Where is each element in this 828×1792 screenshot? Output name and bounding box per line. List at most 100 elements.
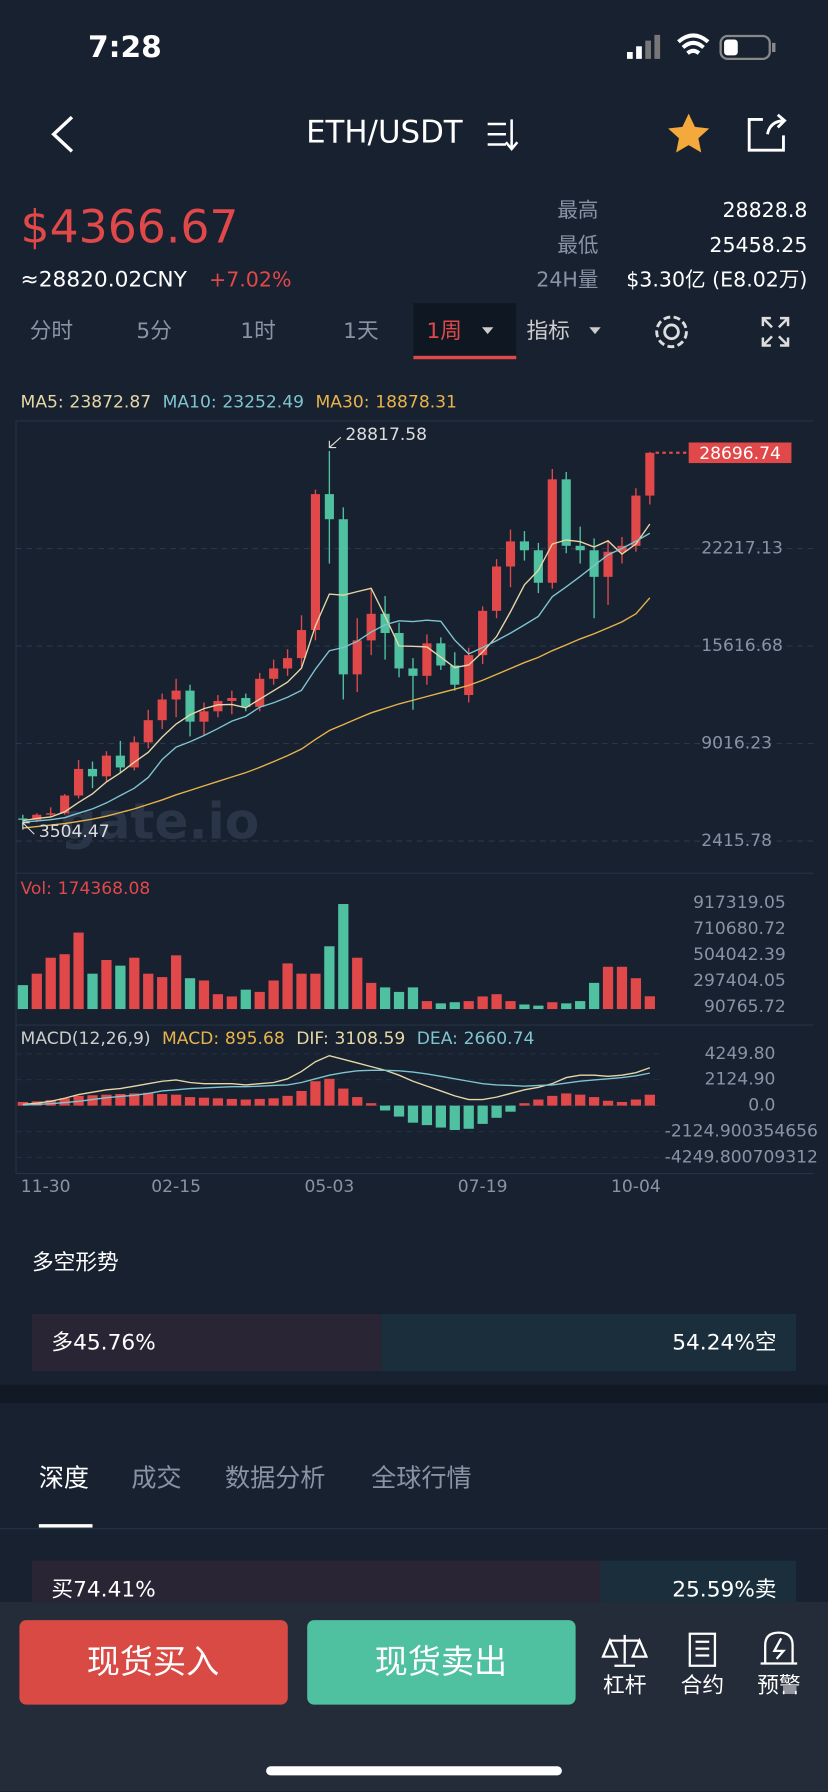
volume-bar bbox=[254, 991, 265, 1010]
macd-bar bbox=[115, 1094, 126, 1106]
interval-tab[interactable]: 5分 bbox=[136, 319, 172, 344]
legend: MACD(12,26,9) MACD: 895.68 DIF: 3108.59 DEA: 2… bbox=[21, 1029, 535, 1049]
contract-icon[interactable] bbox=[688, 1632, 717, 1667]
volume-bar bbox=[421, 1001, 433, 1010]
candle-body bbox=[645, 452, 655, 496]
candle-body bbox=[324, 494, 334, 520]
macd-bar bbox=[588, 1097, 600, 1106]
candle-body bbox=[561, 479, 571, 546]
y-tick-label: 0.0 bbox=[748, 1096, 775, 1116]
buy-button[interactable] bbox=[19, 1620, 288, 1705]
clock: 7:28 bbox=[88, 30, 162, 65]
candle-body bbox=[74, 768, 84, 796]
interval-tab[interactable]: 1天 bbox=[343, 319, 379, 344]
candle-body bbox=[60, 795, 70, 814]
favorite-star[interactable] bbox=[668, 113, 710, 153]
indicator-tab[interactable]: 指标 bbox=[526, 319, 569, 344]
volume-bar bbox=[547, 1002, 558, 1010]
candle-body bbox=[157, 699, 167, 721]
settings-icon[interactable] bbox=[655, 315, 688, 349]
tool-label[interactable]: 合约 bbox=[681, 1673, 724, 1698]
volume-bar bbox=[240, 989, 251, 1010]
tab[interactable]: 数据分析 bbox=[225, 1464, 325, 1493]
leverage-icon[interactable] bbox=[601, 1634, 649, 1667]
volume-bar bbox=[45, 957, 56, 1010]
volume-bar bbox=[324, 946, 335, 1010]
change: +7.02% bbox=[209, 267, 292, 291]
alert-icon[interactable] bbox=[760, 1631, 798, 1665]
y-tick-label: 504042.39 bbox=[693, 945, 786, 965]
candle-body bbox=[547, 479, 557, 583]
candle-body bbox=[101, 755, 112, 777]
volume-bar bbox=[59, 954, 70, 1010]
volume-bar bbox=[129, 957, 140, 1010]
tool-label[interactable]: 预警 bbox=[757, 1673, 800, 1698]
volume-bar bbox=[170, 955, 182, 1010]
home-indicator bbox=[266, 1766, 562, 1776]
volume-bar bbox=[407, 987, 419, 1010]
y-tick-label: -4249.800709312 bbox=[665, 1147, 818, 1167]
macd-bar bbox=[421, 1105, 433, 1126]
tab[interactable]: 成交 bbox=[131, 1464, 181, 1493]
tab[interactable]: 全球行情 bbox=[371, 1464, 471, 1493]
candle-body bbox=[46, 813, 56, 815]
macd-bar bbox=[602, 1100, 614, 1106]
sell-button[interactable] bbox=[307, 1620, 576, 1705]
macd-bar bbox=[129, 1093, 140, 1106]
macd-bar bbox=[379, 1105, 391, 1111]
candle-body bbox=[422, 643, 432, 676]
volume-bar bbox=[533, 1005, 544, 1010]
volume-bar bbox=[449, 1002, 460, 1010]
candle-body bbox=[87, 768, 98, 777]
interval-tab[interactable]: 1时 bbox=[240, 319, 276, 344]
last-price-tag bbox=[688, 442, 792, 464]
tab[interactable]: 深度 bbox=[39, 1464, 89, 1493]
x-tick-label: 10-04 bbox=[611, 1177, 661, 1197]
y-tick-label: 917319.05 bbox=[693, 893, 786, 913]
y-tick-label: 4249.80 bbox=[705, 1044, 776, 1064]
pair-title[interactable]: ETH/USDT bbox=[306, 115, 463, 151]
y-tick-label: 22217.13 bbox=[701, 539, 783, 559]
interval-tab[interactable]: 1周 bbox=[427, 319, 463, 344]
legend-entry: 895.68 bbox=[225, 1029, 285, 1049]
legend-entry: MA30: bbox=[315, 393, 369, 413]
interval-tab[interactable]: 分时 bbox=[30, 319, 73, 344]
sell-label[interactable]: 现货卖出 bbox=[375, 1642, 507, 1681]
macd-bar bbox=[254, 1098, 265, 1106]
switch-icon[interactable] bbox=[487, 119, 519, 152]
legend: MA5: 23872.87 MA10: 23252.49 MA30: 18878.31 bbox=[21, 393, 457, 413]
stat-label: 24H量 bbox=[536, 267, 598, 291]
volume-bar bbox=[505, 1001, 516, 1010]
y-tick-label: 297404.05 bbox=[693, 971, 786, 991]
macd-bar bbox=[143, 1092, 154, 1106]
candle-body bbox=[32, 814, 42, 820]
battery-icon bbox=[719, 34, 776, 61]
stat-value: $3.30亿 (E8.02万) bbox=[626, 267, 807, 291]
volume-bar bbox=[366, 982, 377, 1010]
y-tick-label: 2124.90 bbox=[705, 1070, 776, 1090]
volume-bar bbox=[338, 904, 349, 1010]
macd-bar bbox=[533, 1099, 544, 1106]
indicator-line bbox=[22, 1069, 650, 1106]
x-tick-label: 05-03 bbox=[304, 1177, 354, 1197]
tool-label[interactable]: 杠杆 bbox=[603, 1673, 646, 1698]
macd-bar bbox=[575, 1094, 586, 1106]
volume-bar bbox=[630, 978, 642, 1010]
split-label: 买74.41% bbox=[51, 1577, 155, 1602]
volume-bar bbox=[184, 978, 196, 1010]
candle-body bbox=[478, 610, 488, 656]
macd-bar bbox=[310, 1081, 321, 1106]
buy-label[interactable]: 现货买入 bbox=[87, 1642, 219, 1681]
volume-bar bbox=[379, 987, 391, 1010]
share-icon[interactable] bbox=[747, 113, 787, 152]
legend-entry: MACD: bbox=[162, 1029, 219, 1049]
volume-bar bbox=[561, 1003, 572, 1010]
fullscreen-icon[interactable] bbox=[761, 316, 790, 347]
back-button[interactable] bbox=[51, 115, 74, 153]
x-tick-label: 02-15 bbox=[151, 1177, 201, 1197]
macd-bar bbox=[505, 1105, 516, 1112]
macd-bar bbox=[547, 1095, 558, 1106]
candle-body bbox=[505, 541, 516, 567]
dropdown-arrow bbox=[481, 327, 494, 335]
